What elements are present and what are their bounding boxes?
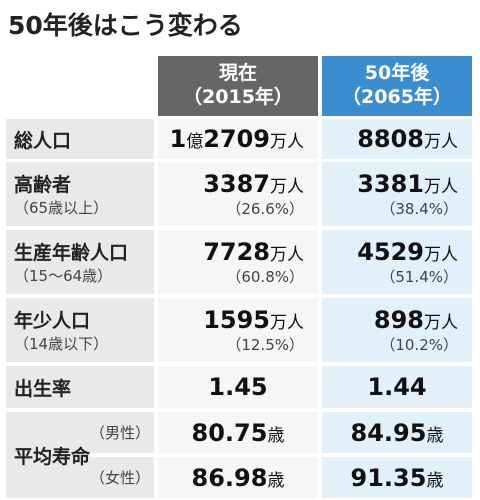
row-label: 生産年齢人口 （15～64歳）	[6, 230, 154, 294]
sublabel: （男性）	[90, 424, 151, 442]
value-cell: 898万人 （10.2%）	[322, 298, 472, 362]
value-cell: 3381万人 （38.4%）	[322, 162, 472, 226]
number: 1595	[203, 305, 270, 334]
number: 898	[373, 305, 424, 334]
value-line: 898万人	[374, 306, 458, 334]
number: 2709	[203, 125, 270, 153]
label: 出生率	[14, 377, 72, 400]
value-cell: 3387万人 （26.6%）	[158, 162, 318, 226]
number: 1.44	[367, 373, 427, 401]
value-cell: 91.35歳	[322, 457, 472, 498]
value-cell: 7728万人 （60.8%）	[158, 230, 318, 294]
value-cell: 1億2709万人	[158, 119, 318, 159]
unit: 万人	[270, 312, 304, 333]
value-cell: 80.75歳	[158, 412, 318, 453]
label: 年少人口	[14, 310, 91, 332]
value-line: 8808万人	[357, 125, 458, 153]
percentage: （12.5%）	[226, 335, 304, 354]
unit: 万人	[424, 312, 458, 333]
number: 4529	[357, 237, 424, 266]
value-line: 86.98歳	[192, 464, 285, 492]
value-line: 84.95歳	[351, 419, 444, 447]
label: 高齢者	[14, 174, 72, 196]
unit: 歳	[267, 425, 285, 446]
unit: 万人	[270, 244, 304, 265]
number: 1.45	[208, 373, 268, 401]
number: 7728	[203, 237, 270, 266]
value-cell: 84.95歳	[322, 412, 472, 453]
value-line: 1.45	[208, 373, 267, 401]
percentage: （38.4%）	[380, 199, 458, 218]
number: 3381	[357, 169, 424, 198]
number: 84.95	[350, 418, 427, 447]
sublabel: （女性）	[90, 469, 151, 487]
percentage: （10.2%）	[380, 335, 458, 354]
value-line: 91.35歳	[351, 464, 444, 492]
percentage: （26.6%）	[226, 199, 304, 218]
column-header: 現在 （2015年）	[158, 56, 318, 116]
unit: 歳	[426, 425, 444, 446]
header-year: （2015年）	[183, 86, 293, 108]
row-label: 総人口	[6, 119, 154, 159]
subrow-label: （女性）	[90, 457, 154, 498]
number: 80.75	[191, 418, 268, 447]
value-cell: 1595万人 （12.5%）	[158, 298, 318, 362]
unit: 歳	[267, 470, 285, 491]
percentage: （60.8%）	[226, 267, 304, 286]
value-cell: 4529万人 （51.4%）	[322, 230, 472, 294]
value-cell: 1.44	[322, 366, 472, 408]
sublabel: （14歳以下）	[14, 335, 109, 353]
header-line: 現在	[218, 62, 257, 85]
value-cell: 8808万人	[322, 119, 472, 159]
number: 8808	[357, 125, 424, 153]
header-year: （2065年）	[342, 86, 452, 108]
value-line: 4529万人	[357, 238, 458, 266]
row-label: 年少人口 （14歳以下）	[6, 298, 154, 362]
row-label: 平均寿命	[6, 412, 90, 498]
label: 生産年齢人口	[14, 242, 129, 264]
value-cell: 86.98歳	[158, 457, 318, 498]
header-line: 50年後	[364, 62, 430, 85]
value-line: 1595万人	[203, 306, 304, 334]
unit: 万人	[424, 176, 458, 197]
percentage: （51.4%）	[380, 267, 458, 286]
row-label: 出生率	[6, 366, 154, 408]
value-line: 7728万人	[203, 238, 304, 266]
value-line: 3381万人	[357, 170, 458, 198]
number: 1	[169, 125, 187, 153]
label: 総人口	[14, 129, 72, 152]
number: 91.35	[350, 463, 427, 492]
unit: 歳	[426, 470, 444, 491]
value-cell: 1.45	[158, 366, 318, 408]
title: 50年後はこう変わる	[8, 11, 243, 40]
unit: 万人	[270, 132, 304, 152]
row-label: 高齢者 （65歳以上）	[6, 162, 154, 226]
subrow-label: （男性）	[90, 412, 154, 453]
number: 3387	[203, 169, 270, 198]
value-line: 1.44	[367, 373, 426, 401]
unit: 万人	[424, 132, 458, 152]
value-line: 3387万人	[203, 170, 304, 198]
unit: 万人	[270, 176, 304, 197]
sublabel: （65歳以上）	[14, 199, 109, 217]
label: 平均寿命	[14, 445, 91, 468]
column-header: 50年後 （2065年）	[322, 56, 472, 116]
sublabel: （15～64歳）	[14, 267, 113, 285]
unit: 億	[186, 132, 204, 152]
number: 86.98	[191, 463, 268, 492]
value-line: 1億2709万人	[170, 125, 305, 153]
value-line: 80.75歳	[192, 419, 285, 447]
unit: 万人	[424, 244, 458, 265]
